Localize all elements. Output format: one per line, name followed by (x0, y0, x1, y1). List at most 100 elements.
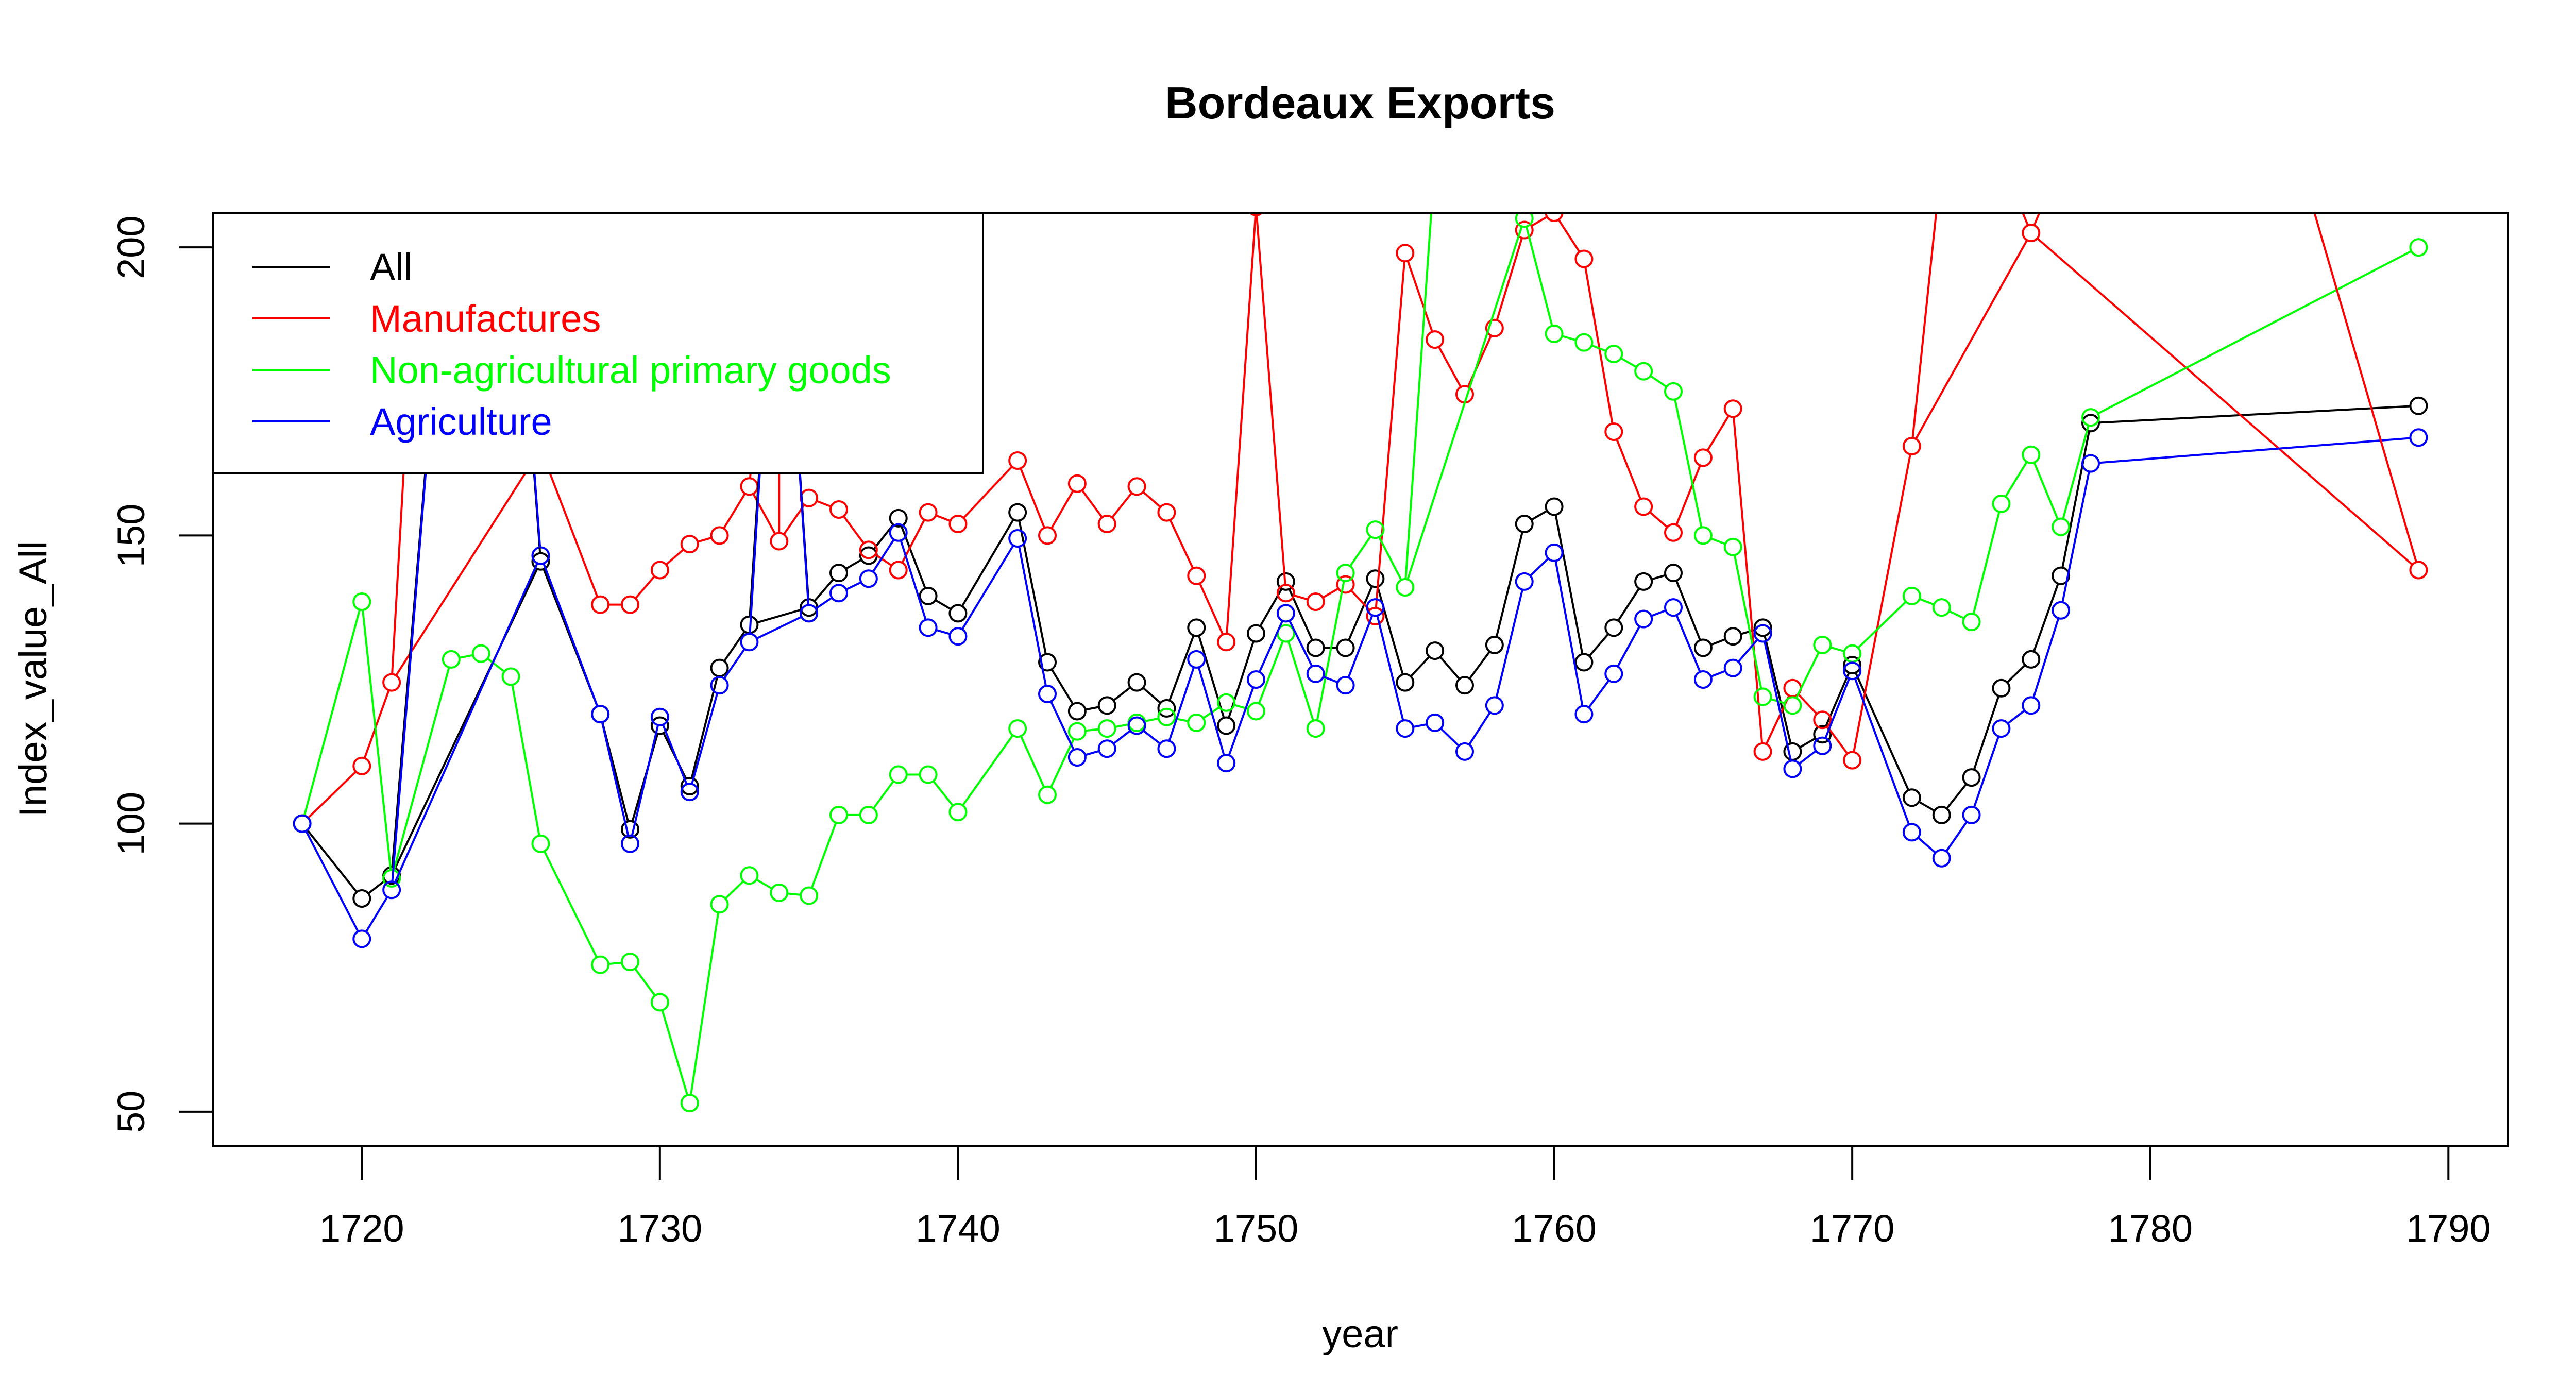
data-point (382, 869, 401, 888)
data-point (1723, 537, 1742, 556)
series-segment (1322, 587, 1339, 599)
series-segment (2061, 471, 2090, 603)
data-point (2081, 408, 2100, 427)
series-segment (845, 581, 862, 591)
data-point (1217, 633, 1236, 652)
x-tick-label: 1720 (319, 1207, 404, 1250)
data-point (621, 834, 639, 853)
legend-label: Non-agricultural primary goods (370, 349, 891, 392)
data-point (1187, 713, 1206, 732)
data-point (1366, 520, 1385, 539)
series-segment (634, 968, 656, 996)
series-segment (1020, 468, 1045, 529)
data-point (1366, 606, 1385, 625)
series-manufactures (293, 213, 2428, 833)
series-segment (962, 466, 1013, 519)
data-point (1396, 244, 1415, 263)
series-segment (1084, 750, 1099, 756)
series-segment (1710, 670, 1726, 678)
data-point (2052, 601, 2071, 620)
data-point (948, 604, 968, 623)
series-segment (2037, 238, 2413, 566)
series-segment (1143, 730, 1161, 745)
legend-label: All (370, 246, 412, 289)
data-point (1604, 618, 1623, 637)
data-point (1217, 716, 1236, 735)
data-point (2022, 696, 2041, 715)
series-segment (1197, 667, 1225, 756)
series-segment (816, 500, 832, 508)
series-segment (1258, 620, 1284, 673)
series-segment (662, 724, 688, 785)
data-point (889, 765, 908, 784)
series-segment (487, 657, 505, 673)
data-point (2081, 414, 2100, 433)
data-point (1038, 684, 1057, 703)
series-segment (1948, 610, 1965, 619)
data-point (1217, 754, 1236, 773)
data-point (1723, 627, 1742, 646)
data-point (1574, 333, 1594, 352)
series-segment (2005, 461, 2028, 498)
data-point (1693, 638, 1713, 657)
chart-title: Bordeaux Exports (1165, 77, 1555, 128)
series-segment (363, 689, 390, 759)
data-point (1843, 751, 1862, 770)
data-point (2409, 396, 2428, 415)
data-point (1843, 656, 1862, 675)
data-point (1067, 702, 1087, 721)
data-point (591, 955, 610, 974)
data-point (591, 595, 610, 614)
series-segment (307, 771, 357, 819)
series-segment (935, 599, 952, 610)
data-point (501, 667, 520, 686)
series-segment (787, 892, 801, 896)
data-point (1664, 382, 1683, 401)
data-point (1962, 768, 1981, 787)
series-agriculture (293, 428, 2428, 948)
series-segment (872, 781, 894, 809)
data-point (829, 500, 848, 519)
data-point (859, 805, 878, 824)
series-segment (935, 514, 951, 522)
data-point (710, 526, 729, 545)
data-point (531, 834, 550, 853)
data-point (352, 889, 371, 908)
series-segment (1258, 640, 1284, 704)
data-point (1396, 719, 1415, 738)
data-point (591, 705, 610, 724)
series-segment (1199, 583, 1224, 635)
data-point (1366, 569, 1385, 588)
series-segment (1406, 226, 1523, 580)
x-tick-label: 1730 (618, 1207, 703, 1250)
data-point (2052, 566, 2071, 585)
x-tick-label: 1790 (2406, 1207, 2491, 1250)
data-point (1932, 805, 1951, 824)
data-point (1604, 345, 1623, 364)
data-point (1396, 578, 1415, 597)
data-point (1723, 658, 1742, 677)
data-point (1932, 849, 1951, 868)
data-point (680, 776, 699, 795)
series-segment (1018, 546, 1047, 686)
series-segment (2097, 250, 2412, 415)
series-segment (1764, 635, 1792, 744)
series-segment (1142, 491, 1161, 508)
data-point (859, 540, 878, 559)
data-point (1693, 526, 1713, 545)
series-segment (936, 629, 951, 635)
data-point (1306, 592, 1325, 611)
data-point (382, 880, 401, 900)
series-segment (1440, 727, 1460, 747)
series-segment (1854, 678, 1910, 825)
series-segment (661, 1010, 689, 1096)
data-point (1634, 572, 1653, 591)
series-segment (1799, 737, 1816, 749)
series-segment (1591, 344, 1607, 352)
series-segment (1973, 736, 2000, 808)
series-segment (1316, 581, 1345, 721)
data-point (1545, 213, 1564, 222)
y-tick-label: 150 (110, 504, 152, 567)
series-segment (1973, 696, 2000, 770)
